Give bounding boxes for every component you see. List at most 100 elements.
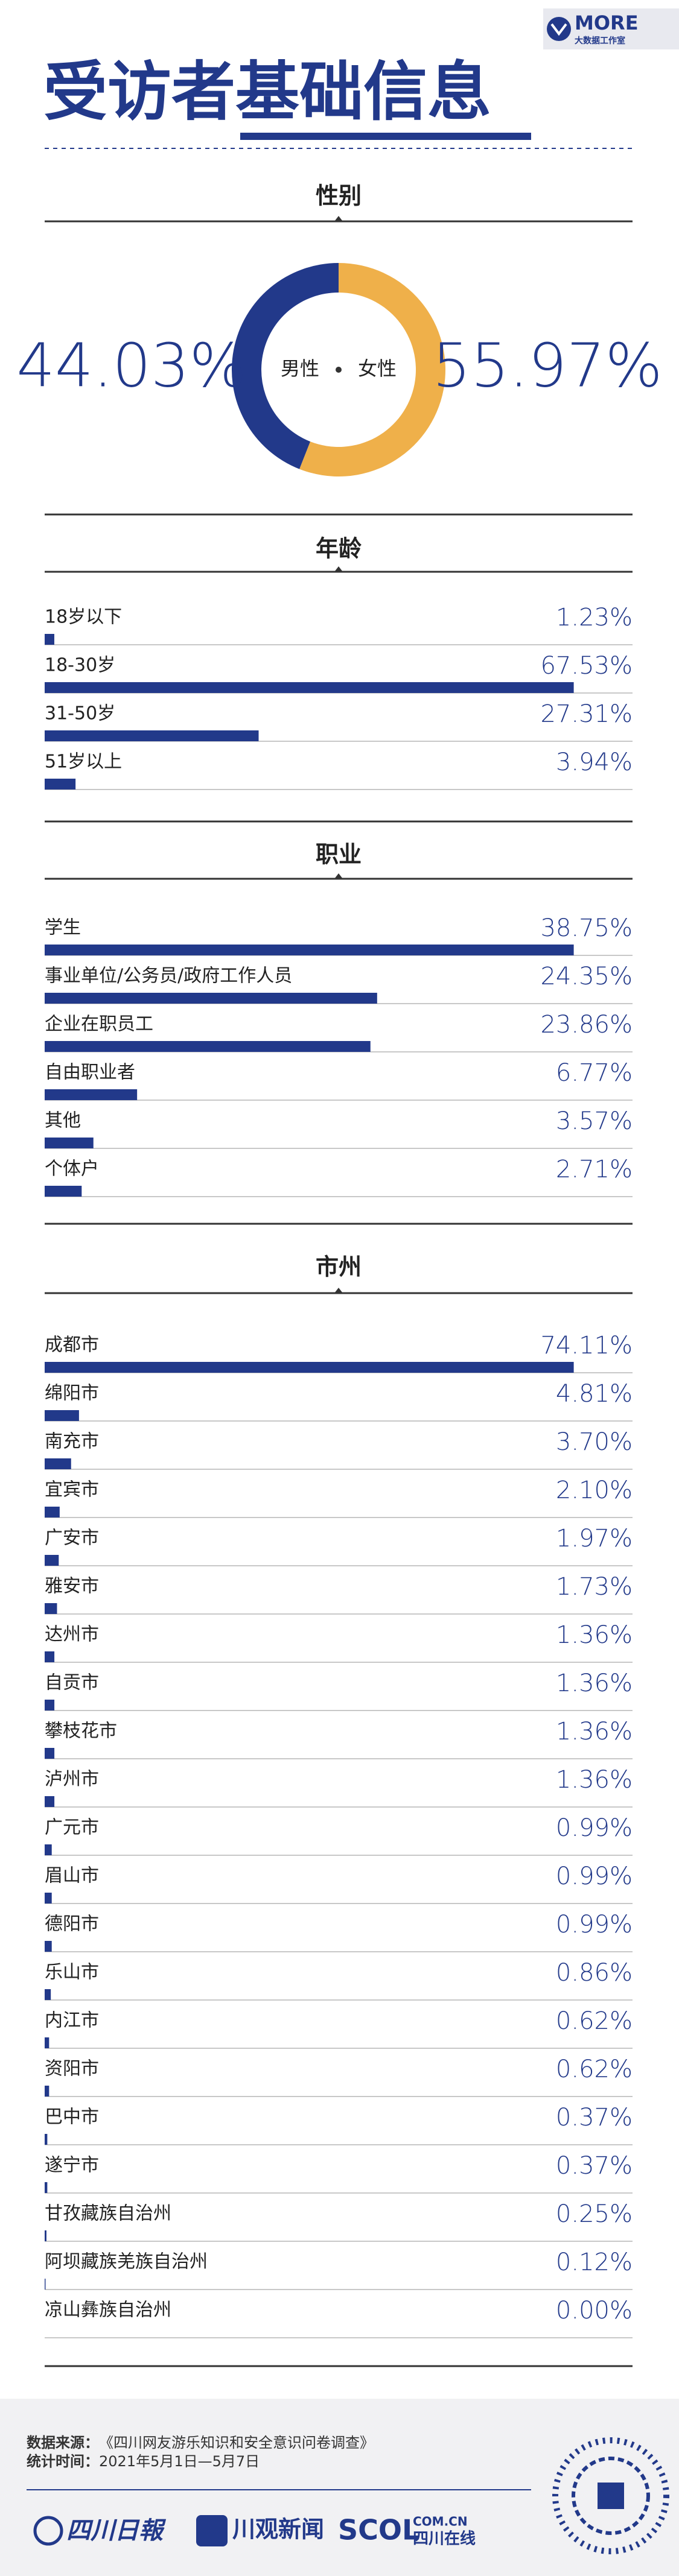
value-label: 55.97% xyxy=(432,330,662,400)
bar xyxy=(45,1041,371,1052)
category-label: 企业在职员工 xyxy=(45,1014,153,1035)
category-label: 达州市 xyxy=(45,1624,99,1645)
bar xyxy=(45,1410,79,1421)
value-label: 1.36% xyxy=(556,1718,633,1745)
value-label: 0.25% xyxy=(556,2200,633,2228)
section-marker xyxy=(334,216,343,221)
value-label: 1.97% xyxy=(556,1525,633,1552)
value-label: 0.99% xyxy=(556,1814,633,1842)
category-label: 甘孜藏族自治州 xyxy=(45,2203,171,2224)
category-label: 18岁以下 xyxy=(45,607,122,628)
period-text: 2021年5月1日—5月7日 xyxy=(99,2453,260,2470)
bar xyxy=(45,993,377,1004)
value-label: 0.00% xyxy=(556,2297,633,2324)
category-label: 男性 xyxy=(281,357,319,380)
bar xyxy=(45,1362,574,1373)
partner-logo: 四川在线 xyxy=(413,2530,476,2548)
bar xyxy=(45,1089,138,1100)
value-label: 1.36% xyxy=(556,1766,633,1794)
bar xyxy=(45,1651,55,1662)
bar xyxy=(45,682,574,693)
section-title: 性别 xyxy=(316,183,362,209)
value-label: 1.36% xyxy=(556,1621,633,1649)
category-label: 个体户 xyxy=(45,1159,99,1180)
badge-decoration xyxy=(552,2437,669,2554)
donut-segment xyxy=(299,263,445,476)
value-label: 6.77% xyxy=(556,1059,633,1087)
category-label: 其他 xyxy=(45,1110,81,1131)
value-label: 3.57% xyxy=(556,1107,633,1135)
section-title: 市州 xyxy=(316,1254,362,1280)
category-label: 德阳市 xyxy=(45,1914,99,1935)
bar xyxy=(45,2134,48,2145)
logo-icon xyxy=(33,2516,63,2546)
category-label: 事业单位/公务员/政府工作人员 xyxy=(45,966,292,987)
bar xyxy=(45,730,259,741)
bar xyxy=(45,1186,82,1197)
bar xyxy=(45,779,76,790)
category-label: 巴中市 xyxy=(45,2107,99,2128)
category-label: 遂宁市 xyxy=(45,2155,99,2176)
value-label: 0.12% xyxy=(556,2248,633,2276)
section-title: 职业 xyxy=(316,841,362,868)
category-label: 眉山市 xyxy=(45,1866,99,1887)
logo-text: MORE xyxy=(575,11,639,34)
bar xyxy=(45,2182,48,2193)
partner-logo: 四川日報 xyxy=(66,2517,167,2545)
category-label: 内江市 xyxy=(45,2010,99,2031)
category-label: 宜宾市 xyxy=(45,1479,99,1501)
bar xyxy=(45,1555,59,1566)
page-title: 受访者基础信息 xyxy=(43,55,491,129)
value-label: 3.94% xyxy=(556,748,633,776)
category-label: 18-30岁 xyxy=(45,655,115,676)
category-label: 南充市 xyxy=(45,1431,99,1452)
section-marker xyxy=(334,873,343,879)
logo-subtext: 大数据工作室 xyxy=(575,36,625,46)
value-label: 0.62% xyxy=(556,2007,633,2035)
bar xyxy=(45,1844,52,1855)
category-label: 自贡市 xyxy=(45,1673,99,1694)
bar xyxy=(45,634,54,645)
category-label: 广安市 xyxy=(45,1528,99,1549)
bar xyxy=(45,1700,55,1710)
bar xyxy=(45,1893,52,1904)
footer-band xyxy=(0,2399,679,2576)
category-label: 31-50岁 xyxy=(45,703,115,724)
value-label: 23.86% xyxy=(540,1011,633,1039)
value-label: 3.70% xyxy=(556,1428,633,1456)
value-label: 1.36% xyxy=(556,1669,633,1697)
category-label: 攀枝花市 xyxy=(45,1721,117,1742)
bar xyxy=(45,2086,49,2097)
donut-center-dot xyxy=(336,367,342,373)
value-label: 0.37% xyxy=(556,2152,633,2180)
bar xyxy=(45,1458,71,1469)
category-label: 女性 xyxy=(358,357,397,380)
section-marker xyxy=(334,566,343,572)
bar xyxy=(45,1989,51,2000)
bar xyxy=(45,1507,60,1517)
bar xyxy=(45,1138,94,1148)
category-label: 广元市 xyxy=(45,1817,99,1838)
value-label: 67.53% xyxy=(540,652,633,680)
logo-icon-mark xyxy=(550,23,567,36)
period-label: 统计时间： xyxy=(27,2453,99,2470)
value-label: 2.10% xyxy=(556,1476,633,1504)
value-label: 0.86% xyxy=(556,1959,633,1987)
section-title: 年龄 xyxy=(316,536,362,562)
category-label: 学生 xyxy=(45,917,81,938)
source-text: 《四川网友游乐知识和安全意识问卷调查》 xyxy=(99,2434,374,2451)
badge-decoration xyxy=(572,2457,650,2535)
logo-icon xyxy=(547,17,571,41)
value-label: 4.81% xyxy=(556,1380,633,1408)
value-label: 0.99% xyxy=(556,1911,633,1938)
category-label: 51岁以上 xyxy=(45,752,122,773)
value-label: 2.71% xyxy=(556,1156,633,1183)
source-label: 数据来源： xyxy=(27,2434,99,2451)
value-label: 0.62% xyxy=(556,2055,633,2083)
donut-segment xyxy=(231,263,339,469)
value-label: 38.75% xyxy=(540,914,633,942)
value-label: 0.37% xyxy=(556,2104,633,2131)
bar xyxy=(45,945,574,955)
